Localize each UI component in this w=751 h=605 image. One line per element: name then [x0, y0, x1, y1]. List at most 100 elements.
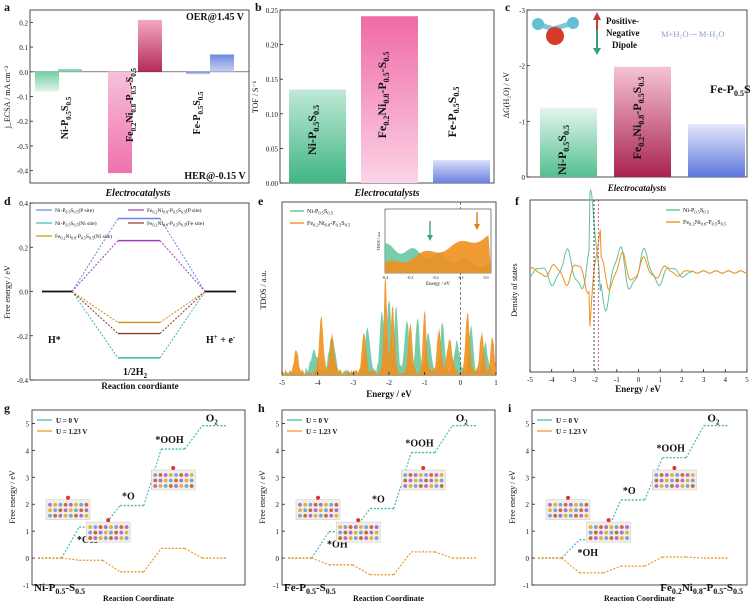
atom	[53, 502, 58, 507]
step-label: *OOH	[405, 439, 434, 450]
annotation-her: HER@-0.15 V	[184, 171, 246, 182]
atom	[329, 502, 334, 507]
atom	[369, 525, 374, 529]
atom	[584, 513, 589, 518]
material-label: Fe0.2Ni0.8-P0.5-S0.5	[660, 582, 743, 596]
atom	[63, 508, 68, 513]
atom	[109, 530, 113, 535]
legend: U = 0 V U = 1.23 V	[287, 417, 337, 436]
atom	[184, 473, 189, 477]
y-tick-label: 5	[26, 420, 30, 428]
legend-label: U = 1.23 V	[56, 428, 87, 436]
atom	[168, 484, 173, 488]
legend-label: U = 1.23 V	[556, 428, 587, 436]
atom	[79, 502, 84, 507]
y-axis-label: TOF / S⁻¹	[251, 80, 260, 113]
atom	[174, 484, 178, 488]
material-label: Ni-P0.5-S0.5	[34, 582, 85, 596]
connector	[71, 240, 119, 292]
atom	[625, 530, 629, 535]
atom	[690, 473, 695, 477]
atom	[74, 502, 78, 507]
y-tick-label: 3	[526, 474, 530, 482]
atom	[103, 530, 108, 535]
step-label: *O	[372, 495, 385, 506]
atom	[308, 513, 313, 518]
atom	[675, 478, 680, 483]
atom	[338, 525, 343, 529]
atom	[93, 530, 98, 535]
connector	[561, 557, 580, 574]
x-tick-label: 0	[637, 376, 641, 384]
x-axis-label: Energy / eV	[366, 389, 412, 399]
x-ticks: -5 -4 -3 -2 -1 0 1 2 3 4 5	[527, 369, 749, 384]
atom	[329, 513, 334, 518]
category-label-1: Ni-P0.5S0.5	[555, 125, 571, 175]
dos-feni	[529, 229, 748, 327]
bar	[361, 16, 418, 184]
category-label-3: Fe-P0.5S0.5	[710, 82, 751, 98]
x-tick-label: -3	[570, 376, 576, 384]
atom	[184, 484, 189, 488]
panel-f: f Density of states -5 -4 -3 -2 -1 0 1 2 3 4 5 Ni-…	[510, 188, 749, 394]
atom	[153, 473, 158, 477]
atom	[48, 513, 52, 518]
crystal-structure-thumbnail	[652, 466, 697, 491]
atom	[434, 473, 439, 477]
atom	[343, 536, 348, 540]
atom	[63, 513, 68, 518]
atom	[88, 536, 93, 540]
atom	[374, 525, 379, 529]
atom	[685, 484, 690, 488]
atom	[318, 508, 323, 513]
y-tick-label: 4	[526, 447, 530, 455]
atom	[659, 484, 664, 488]
legend: U = 0 V U = 1.23 V	[37, 417, 87, 436]
atom	[298, 508, 302, 513]
atom	[599, 530, 603, 535]
legend: Ni-P0.5S0.5 Fe0.2Ni0.8-P0.5S0.5	[290, 209, 351, 228]
step-label: *O	[122, 492, 135, 503]
atom	[680, 473, 685, 477]
hydrogen-atom	[532, 18, 544, 30]
connector	[71, 291, 119, 323]
reaction-label: M+H₂O ─ M-H₂O	[661, 29, 725, 39]
atom	[93, 525, 98, 529]
atom	[579, 502, 584, 507]
bar	[433, 160, 490, 183]
connector	[434, 425, 453, 453]
atom	[579, 508, 584, 513]
bar	[289, 89, 346, 183]
x-tick-label: 5	[745, 376, 749, 384]
y-tick-label: 0.20	[266, 42, 279, 50]
y-tick-label: -0.4	[17, 377, 29, 385]
bar	[688, 124, 745, 177]
atom	[659, 478, 664, 483]
atom	[548, 508, 552, 513]
connector	[61, 557, 80, 561]
crystal-structure-thumbnail	[45, 495, 91, 520]
connector	[644, 556, 663, 567]
adsorbate-atom	[66, 495, 70, 500]
atom	[174, 473, 178, 477]
atom	[553, 508, 558, 513]
atom	[439, 473, 444, 477]
bars	[289, 16, 490, 184]
adsorbate-atom	[316, 495, 320, 500]
connector	[143, 548, 162, 573]
atom	[429, 478, 434, 483]
panel-a: a 0.2 0.1 0.0 -0.1 -0.2 -0.3 -0.4 j_ECSA / mA …	[3, 0, 250, 199]
plot-frame	[281, 409, 496, 586]
atom	[599, 536, 603, 540]
atom	[593, 536, 598, 540]
bar-her	[108, 71, 132, 174]
atom	[584, 502, 589, 507]
atom	[439, 484, 444, 488]
connector	[71, 291, 119, 334]
atom	[84, 508, 89, 513]
x-tick-label: 1	[658, 376, 662, 384]
structure-box	[85, 521, 131, 543]
atom	[593, 525, 598, 529]
atom	[584, 508, 589, 513]
